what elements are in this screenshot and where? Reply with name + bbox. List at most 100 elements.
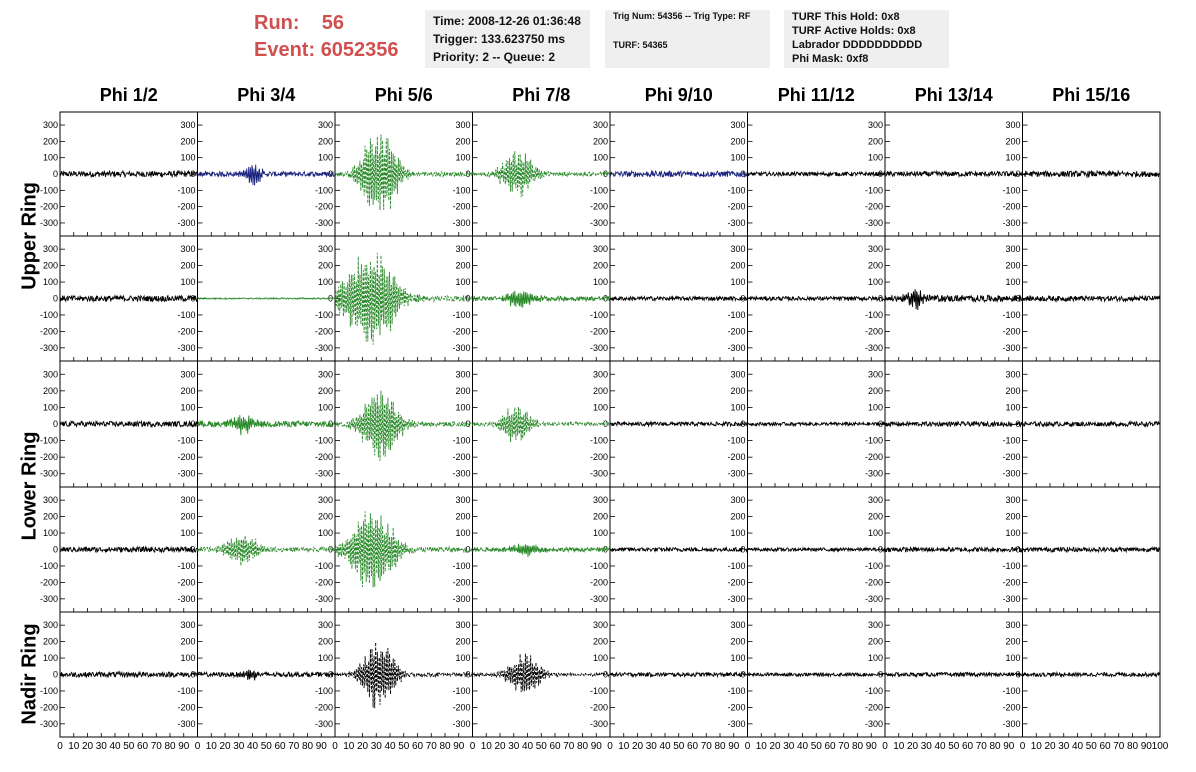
y-tick-label: 100 [1005, 277, 1020, 287]
y-tick-label: -100 [590, 561, 608, 571]
trig-num-line: Trig Num: 54356 -- Trig Type: RF [613, 11, 751, 21]
y-tick-label: -200 [40, 326, 58, 336]
y-tick-label: -200 [40, 702, 58, 712]
y-tick-label: 200 [730, 136, 745, 146]
y-tick-label: -200 [590, 202, 608, 212]
x-tick-label: 0 [332, 741, 338, 752]
y-tick-label: 200 [180, 637, 195, 647]
y-tick-label: -300 [40, 218, 58, 228]
waveform-lower-a-phi-3 [334, 390, 473, 461]
waveform-nadir-phi-7 [884, 671, 1023, 679]
y-tick-label: -300 [315, 594, 333, 604]
y-tick-label: 200 [318, 512, 333, 522]
y-tick-label: -200 [315, 326, 333, 336]
y-tick-label: -100 [315, 686, 333, 696]
y-tick-label: 100 [730, 277, 745, 287]
y-tick-label: 200 [868, 136, 883, 146]
y-tick-label: -200 [40, 452, 58, 462]
y-tick-label: -100 [865, 436, 883, 446]
y-tick-label: -100 [1002, 686, 1020, 696]
y-tick-label: 300 [730, 120, 745, 130]
y-tick-label: 300 [43, 369, 58, 379]
waveform-lower-b-phi-8 [1022, 545, 1161, 554]
y-tick-label: 200 [1005, 261, 1020, 271]
waveform-upper-b-phi-2 [197, 296, 336, 300]
waveform-upper-a-phi-1 [59, 169, 198, 179]
x-tick-label: 10 [343, 741, 355, 752]
x-tick-label: 80 [302, 741, 314, 752]
y-tick-label: -100 [590, 310, 608, 320]
waveform-lower-b-phi-6 [747, 546, 886, 553]
y-tick-label: -100 [1002, 436, 1020, 446]
y-tick-label: -200 [452, 702, 470, 712]
x-tick-label: 30 [1058, 741, 1070, 752]
x-tick-label: 50 [811, 741, 823, 752]
y-tick-label: 200 [43, 261, 58, 271]
waveform-lower-a-phi-5 [609, 420, 748, 428]
waveform-upper-b-phi-4 [472, 290, 611, 308]
y-tick-label: -300 [865, 719, 883, 729]
waveform-lower-b-phi-3 [334, 511, 473, 588]
y-tick-label: 100 [730, 528, 745, 538]
x-tick-label: 40 [934, 741, 946, 752]
y-tick-label: 100 [593, 528, 608, 538]
y-tick-label: 0 [53, 545, 58, 555]
y-tick-label: -200 [727, 452, 745, 462]
y-tick-label: 100 [180, 277, 195, 287]
y-tick-label: -300 [865, 343, 883, 353]
y-tick-label: -200 [1002, 202, 1020, 212]
y-tick-label: -100 [40, 436, 58, 446]
x-tick-label: 50 [536, 741, 548, 752]
x-tick-label: 10 [68, 741, 80, 752]
y-tick-label: -100 [452, 185, 470, 195]
x-tick-label: 70 [976, 741, 988, 752]
x-tick-label: 80 [164, 741, 176, 752]
waveform-upper-a-phi-5 [609, 169, 748, 179]
y-tick-label: 300 [730, 620, 745, 630]
x-tick-label: 10 [206, 741, 218, 752]
y-tick-label: 200 [455, 512, 470, 522]
y-tick-label: 200 [868, 261, 883, 271]
y-tick-label: -300 [40, 719, 58, 729]
phi-header-8: Phi 15/16 [1052, 85, 1131, 105]
y-tick-label: -300 [177, 218, 195, 228]
y-tick-label: 100 [43, 402, 58, 412]
x-tick-label: 0 [745, 741, 751, 752]
trig-num-box: Trig Num: 54356 -- Trig Type: RF TURF: 5… [605, 10, 770, 68]
x-tick-label: 70 [151, 741, 163, 752]
y-tick-label: 200 [868, 386, 883, 396]
x-tick-label: 20 [769, 741, 781, 752]
waveform-nadir-phi-6 [747, 671, 886, 678]
y-tick-label: 200 [180, 136, 195, 146]
y-tick-label: -200 [452, 202, 470, 212]
y-tick-label: -300 [452, 343, 470, 353]
y-tick-label: -100 [590, 436, 608, 446]
y-tick-label: 0 [740, 545, 745, 555]
run-label: Run: [254, 12, 300, 34]
x-tick-label: 90 [178, 741, 190, 752]
waveform-upper-b-phi-6 [747, 295, 886, 303]
y-tick-label: 200 [455, 637, 470, 647]
x-tick-label: 20 [219, 741, 231, 752]
x-tick-label: 20 [632, 741, 644, 752]
x-tick-label: 60 [962, 741, 974, 752]
y-tick-label: -300 [590, 218, 608, 228]
y-tick-label: 300 [318, 369, 333, 379]
y-tick-label: 200 [868, 512, 883, 522]
y-tick-label: 100 [43, 153, 58, 163]
run-line: Run: 56 [254, 10, 399, 37]
y-tick-label: 0 [53, 294, 58, 304]
y-tick-label: 300 [43, 495, 58, 505]
turf-hold-line: TURF This Hold: 0x8 [792, 11, 900, 23]
waveform-lower-b-phi-1 [59, 545, 198, 554]
y-tick-label: -300 [590, 343, 608, 353]
x-tick-label: 20 [907, 741, 919, 752]
x-tick-label: 90 [866, 741, 878, 752]
x-tick-label: 0 [57, 741, 63, 752]
y-tick-label: 0 [53, 670, 58, 680]
x-tick-label: 30 [371, 741, 383, 752]
y-tick-label: -300 [590, 594, 608, 604]
y-tick-label: -100 [177, 436, 195, 446]
y-tick-label: 300 [1005, 244, 1020, 254]
y-tick-label: 200 [730, 637, 745, 647]
